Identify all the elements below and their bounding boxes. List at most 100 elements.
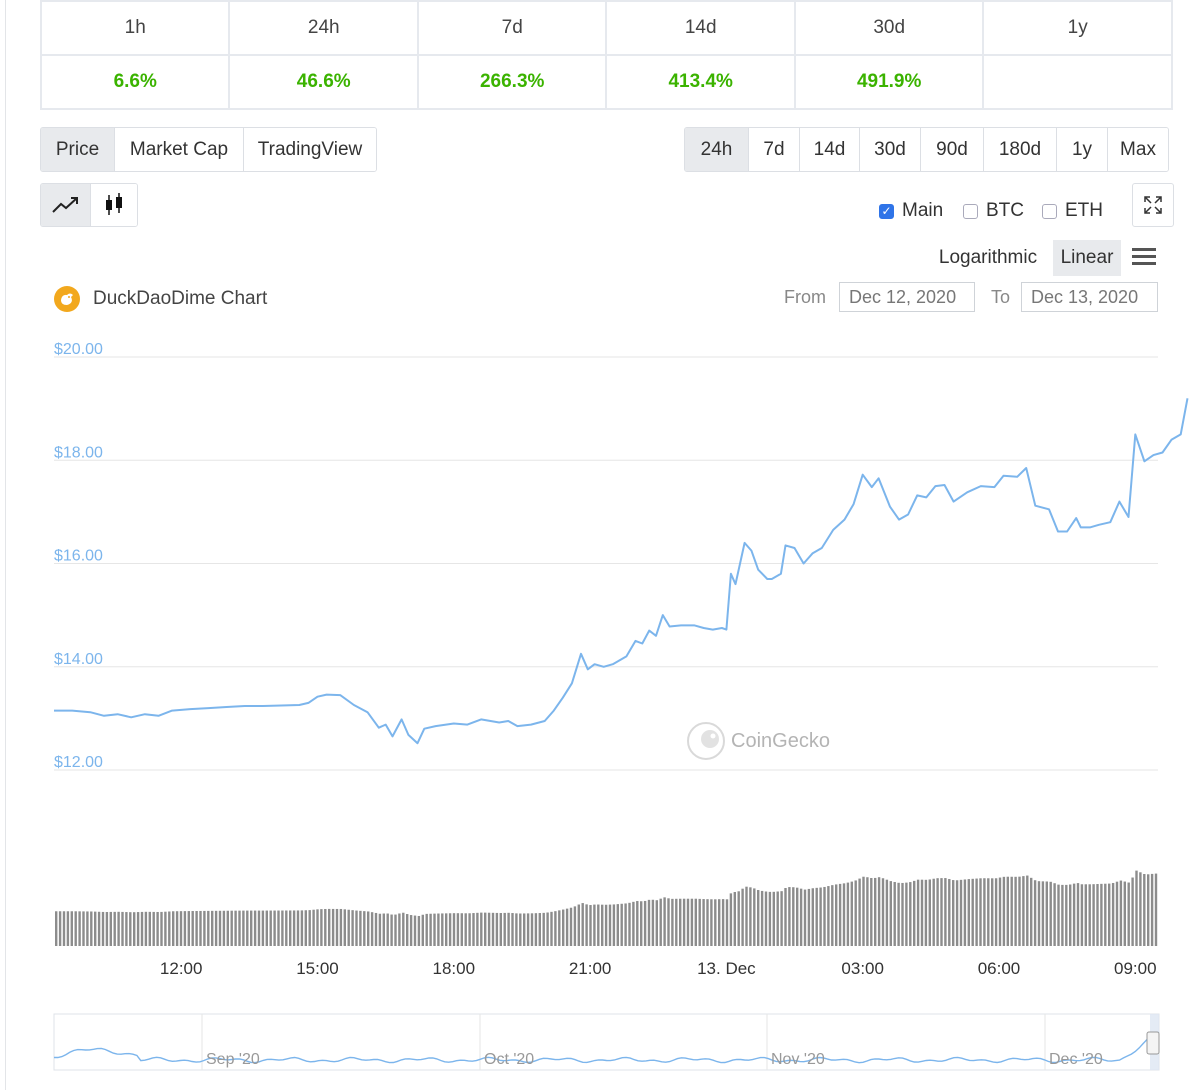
range-max[interactable]: Max — [1108, 128, 1168, 171]
period-change-value: 266.3% — [416, 54, 608, 110]
volume-bar — [1080, 884, 1084, 946]
volume-bar — [304, 910, 307, 946]
range-1y[interactable]: 1y — [1057, 128, 1108, 171]
volume-bar — [1127, 882, 1130, 946]
volume-bar — [1096, 884, 1099, 946]
compare-eth[interactable]: ETH — [1042, 200, 1103, 222]
compare-btc[interactable]: BTC — [963, 200, 1024, 222]
volume-bar — [168, 911, 171, 946]
volume-bar — [792, 887, 795, 946]
volume-bar — [82, 911, 85, 946]
tab-tradingview[interactable]: TradingView — [244, 128, 376, 171]
volume-bar — [803, 889, 807, 946]
volume-bar — [538, 913, 541, 946]
volume-bar — [1053, 883, 1056, 946]
volume-bar — [659, 898, 662, 946]
tab-price[interactable]: Price — [41, 128, 115, 171]
watermark-text: CoinGecko — [731, 730, 830, 752]
volume-bar — [866, 877, 869, 946]
volume-bar — [417, 915, 421, 946]
navigator-handle — [1146, 1031, 1160, 1055]
volume-bar — [955, 880, 959, 946]
volume-bar — [117, 911, 120, 946]
price-chart[interactable]: $20.00 $18.00 $16.00 $14.00 $12.00 12:00 15:0… — [0, 330, 1200, 990]
volume-bar — [920, 879, 924, 946]
volume-bar — [523, 913, 526, 946]
volume-bar — [484, 912, 487, 946]
compare-btc-label: BTC — [986, 200, 1024, 221]
to-date-input[interactable]: Dec 13, 2020 — [1021, 282, 1158, 312]
performance-header-row: 1h 24h 7d 14d 30d 1y — [39, 0, 1173, 56]
volume-bar — [991, 878, 994, 946]
volume-bar — [445, 913, 448, 946]
volume-bar — [952, 880, 955, 946]
x-tick-label: 09:00 — [1114, 959, 1157, 978]
volume-bar — [901, 882, 904, 946]
from-date-input[interactable]: Dec 12, 2020 — [839, 282, 975, 312]
volume-bar — [1104, 883, 1107, 946]
scale-linear[interactable]: Linear — [1053, 240, 1121, 276]
range-24h[interactable]: 24h — [685, 128, 749, 171]
volume-bar — [441, 913, 444, 946]
volume-bar — [480, 912, 483, 946]
volume-bar — [932, 878, 935, 946]
compare-main[interactable]: ✓ Main — [879, 200, 943, 222]
volume-bar — [698, 898, 701, 946]
volume-bar — [94, 911, 97, 946]
volume-bar — [421, 914, 424, 946]
volume-bar — [706, 899, 709, 946]
volume-bar — [1002, 876, 1006, 946]
volume-bar — [944, 878, 947, 946]
line-chart-button[interactable] — [41, 184, 91, 226]
volume-bar — [257, 910, 261, 946]
chart-type-toggle — [40, 183, 138, 227]
volume-bar — [359, 910, 362, 946]
volume-bar — [1115, 881, 1119, 946]
volume-bar — [425, 913, 428, 946]
chart-grid — [54, 356, 1158, 771]
volume-bar — [788, 887, 791, 946]
fullscreen-button[interactable] — [1132, 183, 1174, 227]
range-180d[interactable]: 180d — [984, 128, 1057, 171]
chart-menu-button[interactable] — [1131, 245, 1157, 269]
volume-bar — [437, 913, 440, 946]
volume-bar — [1026, 875, 1029, 946]
volume-bar — [597, 904, 600, 946]
volume-bar — [702, 899, 705, 946]
volume-bar — [819, 887, 822, 946]
volume-bar — [402, 912, 405, 946]
volume-bar — [682, 898, 686, 946]
volume-bar — [1030, 877, 1033, 946]
navigator[interactable]: Sep '20 Oct '20 Nov '20 Dec '20 — [0, 1012, 1200, 1090]
volume-bar — [113, 911, 116, 946]
navigator-x-labels: Sep '20 Oct '20 Nov '20 Dec '20 — [206, 1051, 1103, 1068]
volume-bar — [367, 911, 370, 946]
x-tick-label: 03:00 — [841, 959, 884, 978]
volume-bar — [58, 911, 62, 946]
volume-bar — [772, 891, 775, 946]
volume-bar — [331, 908, 335, 946]
volume-bar — [780, 891, 783, 946]
volume-bar — [460, 913, 463, 946]
volume-bar — [1018, 876, 1021, 946]
volume-bar — [979, 878, 982, 946]
tab-market-cap[interactable]: Market Cap — [115, 128, 244, 171]
volume-bar — [827, 886, 830, 946]
volume-bar — [144, 911, 148, 946]
volume-bar — [1131, 877, 1134, 946]
volume-bar — [936, 878, 939, 946]
scale-logarithmic[interactable]: Logarithmic — [938, 247, 1038, 268]
range-7d[interactable]: 7d — [749, 128, 800, 171]
volume-bar — [55, 911, 58, 946]
x-tick-label: 15:00 — [296, 959, 339, 978]
volume-bar — [242, 910, 245, 946]
volume-bar — [526, 913, 530, 946]
chart-title: DuckDaoDime Chart — [93, 288, 268, 309]
range-90d[interactable]: 90d — [921, 128, 984, 171]
range-30d[interactable]: 30d — [860, 128, 921, 171]
range-14d[interactable]: 14d — [800, 128, 860, 171]
volume-bar — [160, 911, 163, 946]
volume-bar — [97, 911, 101, 946]
volume-bar — [628, 902, 631, 946]
candlestick-button[interactable] — [91, 184, 137, 226]
